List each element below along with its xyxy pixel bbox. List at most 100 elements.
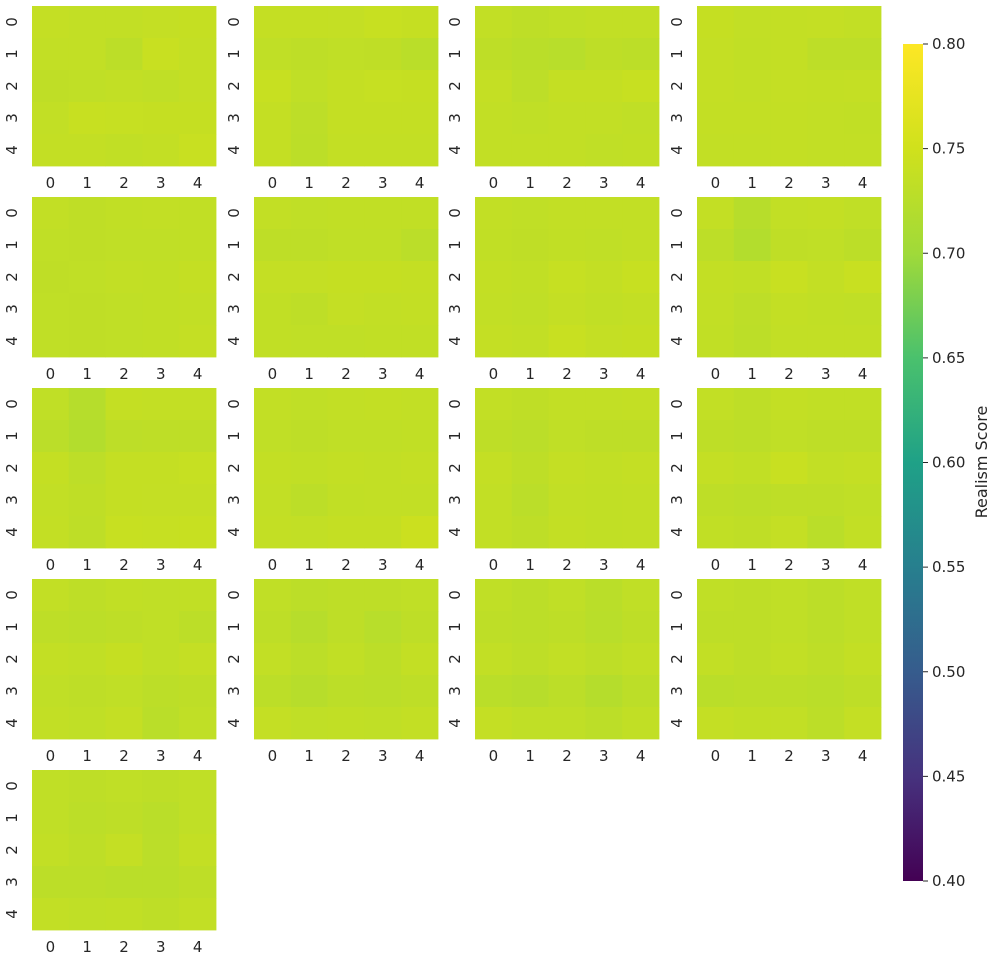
heatmap-cell [327, 579, 365, 612]
heatmap-cell [142, 452, 180, 485]
heatmap-cell [733, 197, 771, 230]
heatmap-cell [548, 70, 586, 103]
heatmap-cell [844, 579, 882, 612]
heatmap-cell [142, 834, 180, 867]
y-tick-label: 2 [3, 463, 21, 473]
heatmap-cell [68, 6, 106, 39]
heatmap-cell [697, 293, 735, 326]
heatmap-cell [548, 102, 586, 135]
heatmap-cell [622, 516, 660, 549]
heatmap-panel-4: 0 1 2 3 4 0 1 2 3 4 [3, 197, 217, 383]
heatmap-cell [68, 229, 106, 262]
x-tick-label: 4 [415, 556, 425, 574]
heatmap-cell [697, 420, 735, 453]
y-tick-label: 4 [668, 145, 686, 155]
heatmap-cell [142, 229, 180, 262]
heatmap-cell [475, 102, 513, 135]
heatmap-cell [401, 70, 439, 103]
heatmap-cell [844, 293, 882, 326]
heatmap-cell [68, 452, 106, 485]
heatmap-cell [585, 643, 623, 676]
heatmap-cell [697, 102, 735, 135]
heatmap-cell [844, 484, 882, 517]
heatmap-cell [32, 38, 70, 71]
heatmap-cell [290, 261, 328, 294]
heatmap-cell [290, 707, 328, 740]
heatmap-cell [733, 388, 771, 421]
x-tick-label: 0 [489, 556, 499, 574]
heatmap-cell [254, 70, 292, 103]
y-tick-label: 1 [225, 240, 243, 250]
heatmap-cell [511, 261, 549, 294]
heatmap-cell [697, 643, 735, 676]
heatmap-cell [622, 38, 660, 71]
y-tick-label: 0 [3, 17, 21, 27]
heatmap-cell [548, 420, 586, 453]
heatmap-cell [401, 325, 439, 358]
heatmap-cell [327, 102, 365, 135]
heatmap-cell [68, 102, 106, 135]
heatmap-cell [733, 707, 771, 740]
heatmap-cell [401, 102, 439, 135]
heatmap-cell [327, 70, 365, 103]
heatmap-cell [327, 38, 365, 71]
y-tick-label: 3 [446, 686, 464, 696]
heatmap-cell [733, 484, 771, 517]
heatmap-cell [32, 707, 70, 740]
y-tick-label: 2 [3, 654, 21, 664]
heatmap-panel-15: 0 1 2 3 4 0 1 2 3 4 [668, 579, 882, 765]
heatmap-cell [68, 293, 106, 326]
y-tick-label: 2 [446, 81, 464, 91]
colorbar-tick-label: 0.40 [932, 872, 965, 890]
heatmap-panel-10: 0 1 2 3 4 0 1 2 3 4 [446, 388, 660, 574]
heatmap-cell [401, 197, 439, 230]
heatmap-cell [290, 388, 328, 421]
x-tick-label: 3 [156, 556, 166, 574]
heatmap-cell [401, 293, 439, 326]
heatmap-cell [179, 6, 217, 39]
x-tick-label: 2 [341, 174, 351, 192]
heatmap-cell [401, 707, 439, 740]
heatmap-cell [622, 611, 660, 644]
heatmap-cell [68, 197, 106, 230]
heatmap-cell [548, 38, 586, 71]
heatmap-cell [807, 325, 845, 358]
heatmap-cell [622, 484, 660, 517]
heatmap-panel-6: 0 1 2 3 4 0 1 2 3 4 [446, 197, 660, 383]
heatmap-cell [585, 293, 623, 326]
y-tick-label: 3 [446, 304, 464, 314]
heatmap-cell [254, 516, 292, 549]
heatmap-cell [142, 293, 180, 326]
x-tick-label: 0 [711, 365, 721, 383]
heatmap-cell [364, 293, 402, 326]
y-tick-label: 3 [3, 113, 21, 123]
heatmap-cell [254, 707, 292, 740]
heatmap-cell [844, 452, 882, 485]
y-tick-label: 2 [3, 272, 21, 282]
heatmap-cell [364, 579, 402, 612]
heatmap-cell [401, 420, 439, 453]
heatmap-cell [142, 6, 180, 39]
x-tick-label: 1 [747, 556, 757, 574]
heatmap-cell [105, 325, 143, 358]
heatmap-cell [585, 38, 623, 71]
heatmap-cell [844, 643, 882, 676]
y-tick-label: 1 [446, 622, 464, 632]
heatmap-cell [179, 102, 217, 135]
heatmap-cell [142, 611, 180, 644]
heatmap-cell [32, 866, 70, 899]
heatmap-cell [254, 325, 292, 358]
heatmap-cell [807, 134, 845, 167]
x-tick-label: 1 [525, 556, 535, 574]
heatmap-cell [32, 802, 70, 835]
x-tick-label: 1 [525, 365, 535, 383]
heatmap-cell [32, 611, 70, 644]
colorbar-label: Realism Score [972, 406, 991, 519]
y-tick-label: 3 [225, 113, 243, 123]
heatmap-cell [733, 579, 771, 612]
heatmap-cell [68, 866, 106, 899]
heatmap-cell [807, 197, 845, 230]
heatmap-cell [844, 6, 882, 39]
colorbar-tick-label: 0.80 [932, 35, 965, 53]
y-tick-label: 1 [446, 240, 464, 250]
